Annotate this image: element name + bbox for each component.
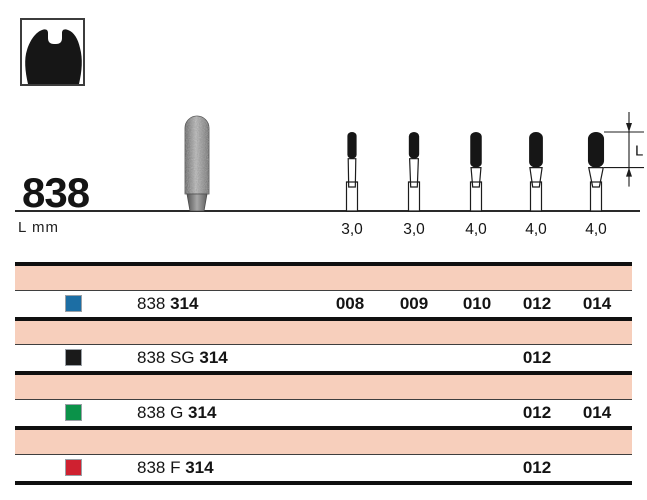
table-band [15, 430, 632, 454]
size-value-012: 012 [522, 403, 552, 423]
product-name: 838 SG 314 [137, 348, 228, 368]
table-band [15, 375, 632, 399]
bur-length-label: 3,0 [341, 221, 363, 238]
bur-silhouettes-figure: 3,0 3,0 4,0 4,0 4,0 L [341, 112, 644, 238]
size-value-014: 014 [582, 403, 612, 423]
size-value-014: 014 [582, 293, 612, 313]
bur-silhouette-012: 4,0 [525, 132, 547, 238]
bur-silhouette-009: 3,0 [403, 132, 425, 238]
length-dimension-marker: L [604, 112, 644, 187]
product-name: 838 G 314 [137, 403, 217, 423]
dimension-letter: L [635, 142, 643, 159]
color-code-square-red [65, 458, 82, 476]
size-value-012: 012 [522, 457, 552, 477]
color-code-square-green [65, 404, 82, 422]
color-code-square-blue [65, 294, 82, 312]
figure-baseline-rule [15, 210, 640, 212]
bur-length-label: 4,0 [585, 221, 607, 238]
table-rule-thick [15, 316, 632, 321]
table-row-838: 838 314 008 009 010 012 014 [15, 290, 632, 317]
table-row-838-f: 838 F 314 012 [15, 454, 632, 481]
size-value-009: 009 [399, 293, 429, 313]
tooth-crown-glyph [25, 29, 82, 84]
product-table: 838 314 008 009 010 012 014 838 SG 314 012 838 G… [15, 262, 632, 485]
color-code-square-black [65, 349, 82, 367]
diamond-bur-photo [184, 115, 210, 212]
table-band [15, 266, 632, 290]
table-row-838-sg: 838 SG 314 012 [15, 345, 632, 372]
table-rule-thick [15, 262, 632, 266]
bur-length-label: 4,0 [525, 221, 547, 238]
size-value-008: 008 [335, 293, 365, 313]
figure-number: 838 [22, 169, 90, 216]
table-rule-thin [15, 453, 632, 455]
tooth-crown-icon [20, 18, 85, 86]
table-rule-thick [15, 480, 632, 485]
product-name: 838 F 314 [137, 457, 214, 477]
table-rule-thin [15, 398, 632, 401]
bur-length-label: 3,0 [403, 221, 425, 238]
bur-length-label: 4,0 [465, 221, 487, 238]
table-rule-thin [15, 289, 632, 291]
size-value-010: 010 [462, 293, 492, 313]
table-band [15, 320, 632, 345]
product-name: 838 314 [137, 293, 199, 313]
table-row-838-g: 838 G 314 012 014 [15, 400, 632, 427]
table-rule-thin [15, 344, 632, 346]
size-value-012: 012 [522, 348, 552, 368]
unit-label: L mm [18, 219, 59, 236]
table-rule-thick [15, 371, 632, 376]
bur-silhouette-014: 4,0 [585, 132, 607, 238]
size-value-012: 012 [522, 293, 552, 313]
table-rule-thick [15, 426, 632, 431]
bur-silhouette-010: 4,0 [465, 132, 487, 238]
bur-silhouette-008: 3,0 [341, 132, 363, 238]
